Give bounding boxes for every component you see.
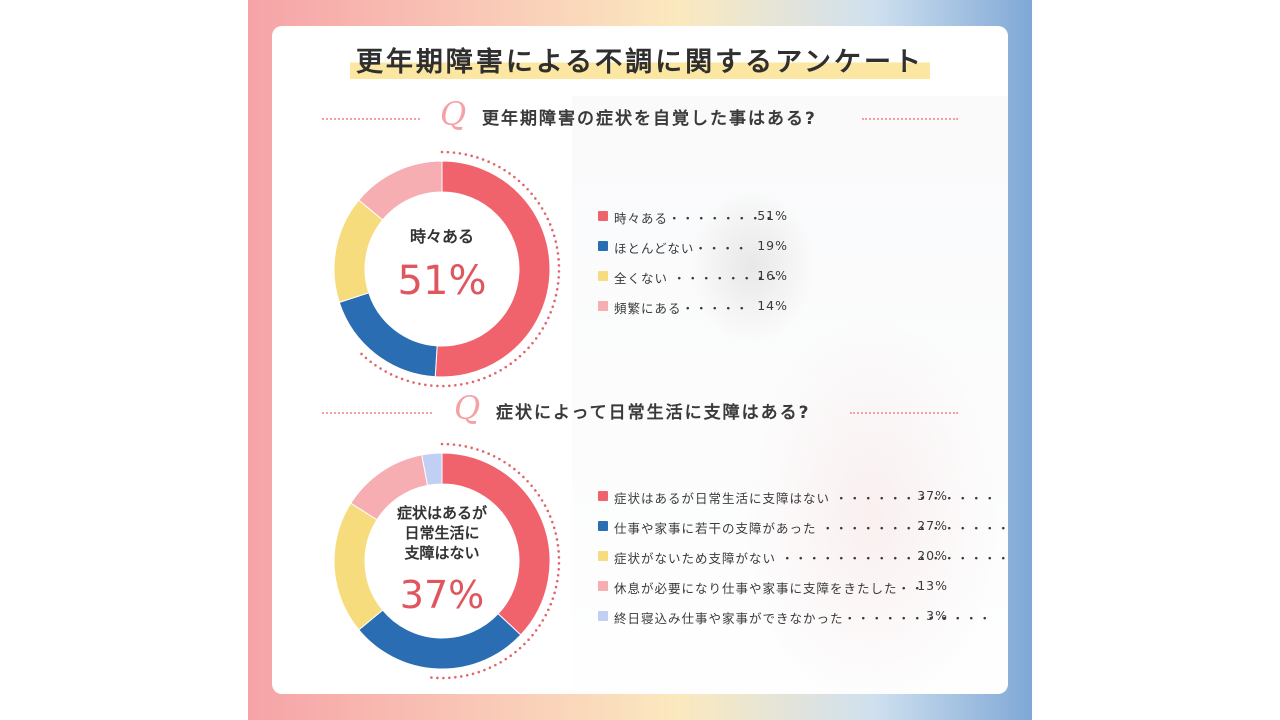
donut-slice-3 [333, 199, 384, 304]
legend-swatch [598, 301, 608, 311]
legend-label: 終日寝込み仕事や家事ができなかった・・・・・・・・・・・ [614, 611, 993, 626]
survey-card: 更年期障害による不調に関するアンケート Q 更年期障害の症状を自覚した事はある?… [272, 26, 1008, 694]
center-label-line-3: 支障はない [403, 544, 479, 562]
legend-item-4: 休息が必要になり仕事や家事に支障をきたした・・ 13% [598, 578, 948, 608]
center-value: 51% [398, 258, 487, 304]
question-2-q-icon: Q [454, 389, 481, 427]
legend-value: 14% [757, 298, 788, 313]
infographic-background: 更年期障害による不調に関するアンケート Q 更年期障害の症状を自覚した事はある?… [248, 0, 1032, 720]
legend-value: 13% [917, 578, 948, 593]
question-2-legend: 症状はあるが日常生活に支障はない ・・・・・・・・・・・・ 37% 仕事や家事に若干… [598, 488, 1008, 638]
legend-swatch [598, 491, 608, 501]
background-photo [572, 96, 1008, 694]
legend-label: 頻繁にある・・・・・ [614, 301, 750, 316]
legend-swatch [598, 211, 608, 221]
question-1-legend: 時々ある・・・・・・・・ 51% ほとんどない・・・・ 19% 全くない ・・・・・・・… [598, 208, 788, 328]
question-2-text: 症状によって日常生活に支障はある? [496, 403, 811, 423]
legend-item-1: 時々ある・・・・・・・・ 51% [598, 208, 788, 238]
legend-value: 19% [757, 238, 788, 253]
legend-swatch [598, 241, 608, 251]
question-2-divider-left [322, 412, 432, 414]
legend-swatch [598, 521, 608, 531]
legend-label: 時々ある・・・・・・・・ [614, 211, 777, 226]
question-1-q-icon: Q [440, 95, 467, 133]
legend-value: 51% [757, 208, 788, 223]
legend-item-3: 全くない ・・・・・・・・ 16% [598, 268, 788, 298]
page-title: 更年期障害による不調に関するアンケート [349, 40, 931, 79]
center-label-line-1: 時々ある [410, 227, 474, 246]
center-label-line-2: 日常生活に [404, 524, 479, 542]
question-1-header: Q 更年期障害の症状を自覚した事はある? [272, 98, 1008, 134]
donut-slice-5 [421, 452, 443, 486]
legend-label: 休息が必要になり仕事や家事に支障をきたした・・ [614, 581, 925, 596]
question-2-divider-right [850, 412, 958, 414]
question-2-donut-chart: 症状はあるが日常生活に支障はない 37% [333, 442, 561, 680]
legend-value: 27% [917, 518, 948, 533]
legend-label: 症状がないため支障がない ・・・・・・・・・・・・・・・・・・・・ [614, 551, 1008, 566]
legend-label: ほとんどない・・・・ [614, 241, 749, 256]
legend-value: 16% [757, 268, 788, 283]
question-1-divider-left [322, 118, 420, 120]
legend-item-2: ほとんどない・・・・ 19% [598, 238, 788, 268]
center-label-line-1: 症状はあるが [397, 504, 488, 522]
question-1-text: 更年期障害の症状を自覚した事はある? [482, 109, 817, 129]
legend-swatch [598, 551, 608, 561]
title-wrap: 更年期障害による不調に関するアンケート [272, 40, 1008, 79]
donut-slice-4 [358, 160, 443, 221]
legend-label: 仕事や家事に若干の支障があった ・・・・・・・・・・・・・・ [614, 521, 1008, 536]
legend-item-4: 頻繁にある・・・・・ 14% [598, 298, 788, 328]
legend-swatch [598, 271, 608, 281]
legend-swatch [598, 611, 608, 621]
legend-label: 症状はあるが日常生活に支障はない ・・・・・・・・・・・・ [614, 491, 997, 506]
question-1-donut-chart: 時々ある 51% [333, 150, 561, 388]
question-2-header: Q 症状によって日常生活に支障はある? [272, 392, 1008, 428]
legend-item-1: 症状はあるが日常生活に支障はない ・・・・・・・・・・・・ 37% [598, 488, 996, 518]
legend-item-3: 症状がないため支障がない ・・・・・・・・・・・・・・・・・・・・ 20% [598, 548, 1008, 578]
legend-value: 3% [926, 608, 948, 623]
center-value: 37% [400, 573, 484, 617]
donut-slice-3 [333, 502, 384, 631]
legend-item-5: 終日寝込み仕事や家事ができなかった・・・・・・・・・・・ 3% [598, 608, 991, 638]
highlight-dotted-arc [360, 150, 561, 388]
legend-swatch [598, 581, 608, 591]
legend-value: 20% [917, 548, 948, 563]
donut-slice-1 [434, 160, 551, 378]
donut-slice-2 [338, 292, 438, 378]
question-1-divider-right [862, 118, 958, 120]
legend-value: 37% [917, 488, 948, 503]
legend-item-2: 仕事や家事に若干の支障があった ・・・・・・・・・・・・・・ 27% [598, 518, 1008, 548]
legend-label: 全くない ・・・・・・・・ [614, 271, 781, 286]
donut-slice-2 [358, 609, 522, 670]
